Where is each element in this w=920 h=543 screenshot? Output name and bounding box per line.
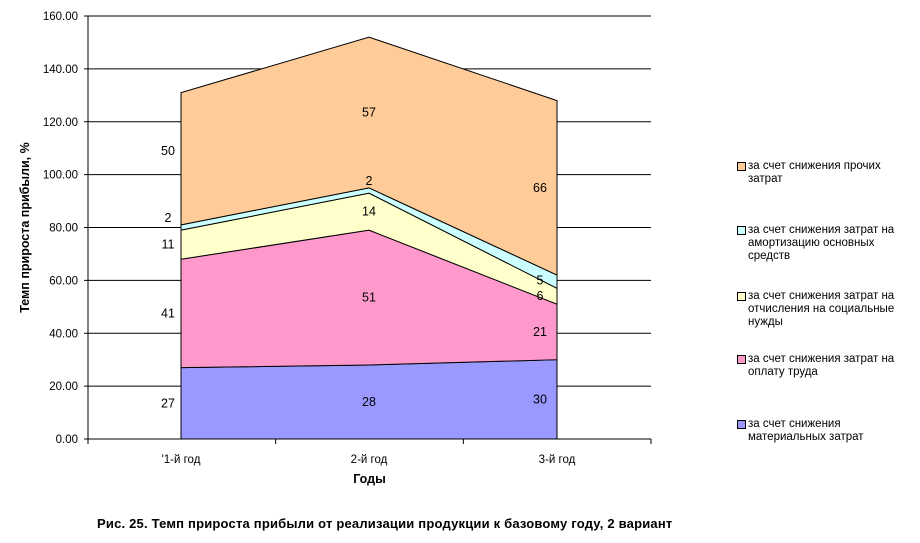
y-tick-label: 160.00 xyxy=(43,11,78,23)
data-label: 28 xyxy=(362,395,376,409)
legend-label: за счет снижения затрат на амортизацию о… xyxy=(748,224,895,262)
data-label: 2 xyxy=(165,211,172,225)
y-tick-label: 40.00 xyxy=(49,328,78,340)
data-label: 14 xyxy=(362,205,376,219)
x-tick-label: 2-й год xyxy=(351,454,388,466)
x-tick-label: '1-й год xyxy=(162,454,201,466)
y-tick-label: 20.00 xyxy=(49,381,78,393)
data-label: 50 xyxy=(161,144,175,158)
y-tick-label: 60.00 xyxy=(49,275,78,287)
data-label: 11 xyxy=(162,238,175,252)
legend-label: за счет снижения материальных затрат xyxy=(748,418,864,443)
x-axis-title: Годы xyxy=(353,472,386,486)
y-tick-label: 100.00 xyxy=(43,170,78,182)
legend-label: за счет снижения затрат на оплату труда xyxy=(748,353,895,378)
figure-caption: Рис. 25. Темп прироста прибыли от реализ… xyxy=(97,516,673,531)
y-tick-label: 140.00 xyxy=(43,64,78,76)
y-tick-label: 0.00 xyxy=(56,434,78,446)
data-label: 27 xyxy=(161,396,175,410)
data-label: 6 xyxy=(537,289,544,303)
data-label: 2 xyxy=(366,174,373,188)
legend-label: за счет снижения затрат на отчисления на… xyxy=(748,290,895,328)
y-axis-title: Темп прироста прибыли, % xyxy=(18,142,32,313)
data-label: 66 xyxy=(533,181,547,195)
data-label: 5 xyxy=(537,273,544,287)
data-label: 57 xyxy=(362,105,376,119)
data-label: 51 xyxy=(362,291,376,305)
legend-swatch xyxy=(737,420,746,429)
data-label: 30 xyxy=(533,392,547,406)
data-label: 21 xyxy=(533,325,547,339)
x-tick-label: 3-й год xyxy=(539,454,576,466)
legend-swatch xyxy=(737,355,746,364)
legend-swatch xyxy=(737,162,746,171)
y-tick-label: 120.00 xyxy=(43,117,78,129)
legend-label: за счет снижения прочих затрат xyxy=(748,160,881,185)
y-tick-label: 80.00 xyxy=(49,223,78,235)
legend-swatch xyxy=(737,226,746,235)
legend-swatch xyxy=(737,292,746,301)
area-series-5 xyxy=(180,36,558,276)
data-label: 41 xyxy=(161,306,175,320)
